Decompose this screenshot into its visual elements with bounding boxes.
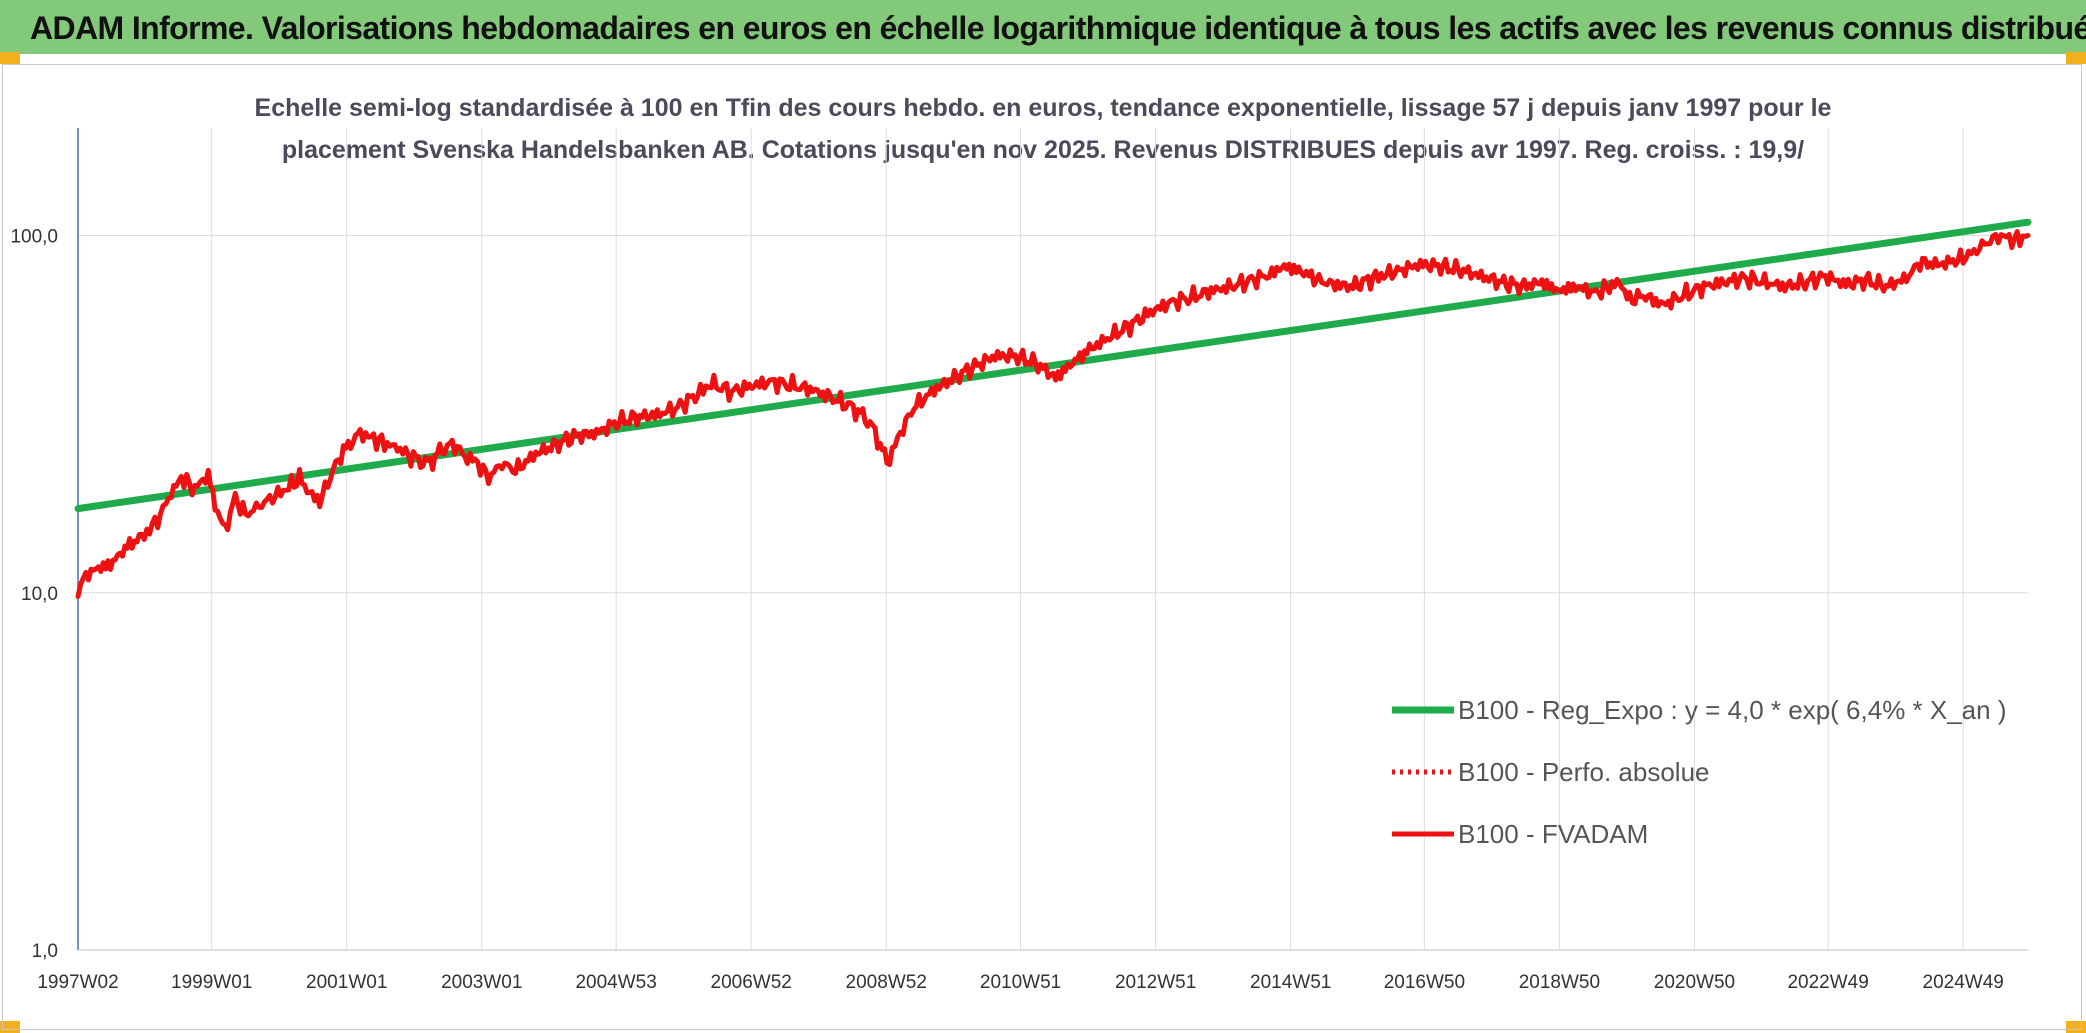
series-layer	[74, 218, 2032, 599]
axis-ticks: 1997W02 1999W01 2001W01 2003W01 2004W53 2006W…	[10, 227, 2003, 993]
y-tick-label: 100,0	[10, 227, 58, 248]
y-tick-label: 1,0	[32, 941, 58, 962]
chart-title-line-2: placement Svenska Handelsbanken AB. Cota…	[282, 136, 1804, 164]
x-tick-label: 2010W51	[980, 972, 1061, 993]
x-tick-label: 2020W50	[1654, 972, 1735, 993]
grid	[77, 128, 2028, 951]
x-tick-label: 2006W52	[711, 972, 792, 993]
legend-label-2: B100 - FVADAM	[1458, 819, 1648, 849]
x-tick-label: 2008W52	[846, 972, 927, 993]
x-tick-label: 2016W50	[1384, 972, 1465, 993]
x-tick-label: 2024W49	[1923, 972, 2004, 993]
x-tick-label: 2004W53	[575, 972, 656, 993]
corner-tab-bottom-left	[0, 1021, 20, 1033]
header-band	[0, 0, 2086, 54]
corner-tab-top-right	[2066, 52, 2086, 64]
x-tick-label: 2003W01	[441, 972, 522, 993]
x-tick-label: 1999W01	[171, 972, 252, 993]
chart-title-line-1: Echelle semi-log standardisée à 100 en T…	[255, 94, 1832, 122]
y-tick-label: 10,0	[21, 584, 58, 605]
legend-label-0: B100 - Reg_Expo : y = 4,0 * exp( 6,4% * …	[1458, 695, 2007, 725]
legend: B100 - Reg_Expo : y = 4,0 * exp( 6,4% * …	[1392, 695, 2007, 849]
x-tick-label: 2018W50	[1519, 972, 1600, 993]
x-tick-label: 1997W02	[37, 972, 118, 993]
legend-label-1: B100 - Perfo. absolue	[1458, 757, 1710, 787]
series-line-2	[75, 229, 2031, 599]
x-tick-label: 2001W01	[306, 972, 387, 993]
x-tick-label: 2014W51	[1250, 972, 1331, 993]
report-title: ADAM Informe. Valorisations hebdomadaire…	[30, 10, 2086, 46]
x-tick-label: 2022W49	[1787, 972, 1868, 993]
x-tick-label: 2012W51	[1115, 972, 1196, 993]
corner-tab-top-left	[0, 52, 20, 64]
chart-frame	[2, 64, 2082, 1030]
series-line-0	[74, 218, 2032, 513]
